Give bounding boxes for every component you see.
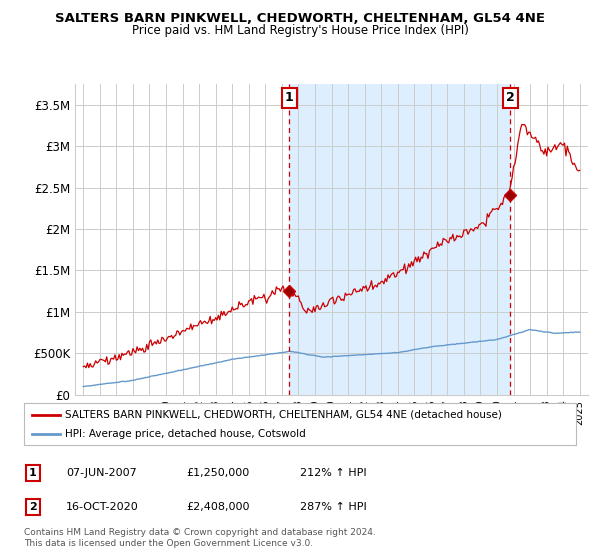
Text: 287% ↑ HPI: 287% ↑ HPI bbox=[300, 502, 367, 512]
Text: 2: 2 bbox=[506, 91, 514, 105]
Text: 1: 1 bbox=[285, 91, 293, 105]
Text: Contains HM Land Registry data © Crown copyright and database right 2024.
This d: Contains HM Land Registry data © Crown c… bbox=[24, 528, 376, 548]
Text: 16-OCT-2020: 16-OCT-2020 bbox=[66, 502, 139, 512]
Text: £2,408,000: £2,408,000 bbox=[186, 502, 250, 512]
Bar bbox=[289, 84, 510, 395]
Text: 07-JUN-2007: 07-JUN-2007 bbox=[66, 468, 137, 478]
Text: 2: 2 bbox=[29, 502, 37, 512]
Text: Price paid vs. HM Land Registry's House Price Index (HPI): Price paid vs. HM Land Registry's House … bbox=[131, 24, 469, 36]
Text: £1,250,000: £1,250,000 bbox=[186, 468, 249, 478]
Text: SALTERS BARN PINKWELL, CHEDWORTH, CHELTENHAM, GL54 4NE: SALTERS BARN PINKWELL, CHEDWORTH, CHELTE… bbox=[55, 12, 545, 25]
Text: HPI: Average price, detached house, Cotswold: HPI: Average price, detached house, Cots… bbox=[65, 430, 306, 439]
Text: 212% ↑ HPI: 212% ↑ HPI bbox=[300, 468, 367, 478]
Text: SALTERS BARN PINKWELL, CHEDWORTH, CHELTENHAM, GL54 4NE (detached house): SALTERS BARN PINKWELL, CHEDWORTH, CHELTE… bbox=[65, 410, 502, 420]
Text: 1: 1 bbox=[29, 468, 37, 478]
